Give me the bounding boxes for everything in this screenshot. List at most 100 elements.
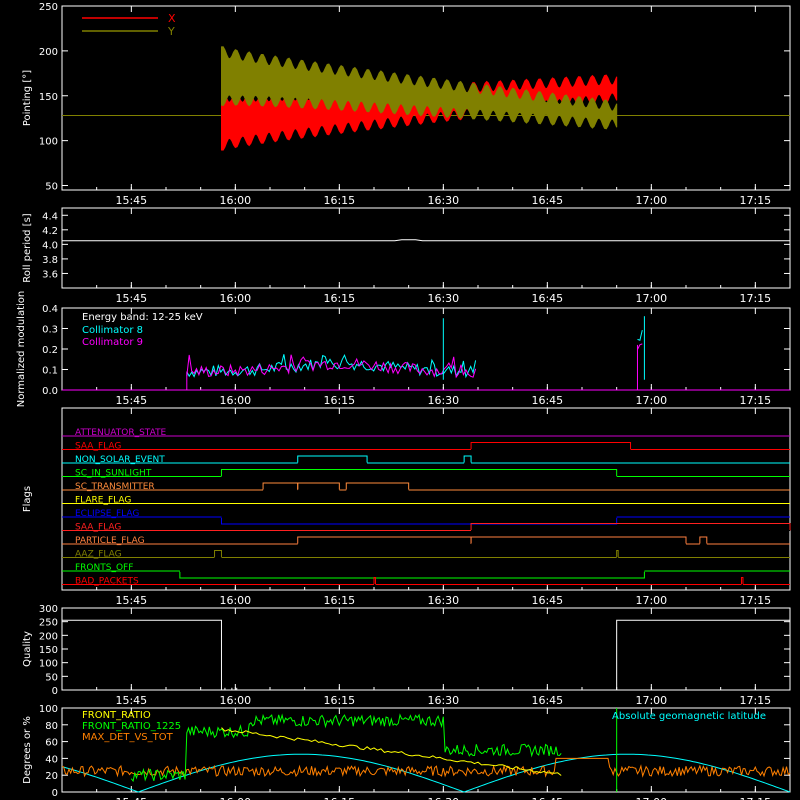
x-tick-label: 16:30 <box>427 292 459 305</box>
legend-label-y: Y <box>167 25 175 38</box>
y-axis-label: Flags <box>22 486 33 512</box>
x-tick-label: 16:30 <box>427 594 459 607</box>
x-tick-label: 16:45 <box>531 796 563 800</box>
x-tick-label: 15:45 <box>115 796 147 800</box>
y-tick-label: 150 <box>39 92 58 103</box>
x-tick-label: 17:00 <box>635 694 667 707</box>
y-tick-label: 60 <box>45 738 58 749</box>
flag-step <box>699 536 708 544</box>
x-tick-label: 16:45 <box>531 292 563 305</box>
flag-step <box>470 523 791 531</box>
y-tick-label: 0.4 <box>42 304 58 315</box>
flag-label: FRONTS_OFF <box>75 563 133 573</box>
y-tick-label: 200 <box>39 631 58 642</box>
x-tick-label: 16:15 <box>323 394 355 407</box>
flag-step <box>297 455 368 463</box>
panel-4: 15:45 16:00 16:15 16:30 16:45 17:00 17:15 Quali… <box>22 604 791 707</box>
x-tick-label: 16:45 <box>531 394 563 407</box>
flag-label: PARTICLE_FLAG <box>75 536 145 546</box>
y-tick-label: 150 <box>39 645 58 656</box>
panel-frame <box>61 707 791 793</box>
legend-label-collimator-8: Collimator 8 <box>82 325 143 336</box>
y-tick-label: 4.0 <box>42 240 58 251</box>
x-tick-label: 15:45 <box>115 292 147 305</box>
y-axis-label: Quality <box>22 631 33 667</box>
x-tick-label: 16:00 <box>219 694 251 707</box>
x-tick-label: 17:15 <box>739 394 771 407</box>
flag-label: AAZ_FLAG <box>75 550 122 560</box>
panels: 15:45 16:00 16:15 16:30 16:45 17:00 17:15 Point… <box>16 2 791 800</box>
x-tick-label: 16:30 <box>427 694 459 707</box>
panel-3: 15:45 16:00 16:15 16:30 16:45 17:00 17:15 Flags… <box>22 407 791 607</box>
y-tick-label: 3.8 <box>42 255 58 266</box>
x-tick-label: 16:00 <box>219 796 251 800</box>
flag-label: SC_TRANSMITTER <box>75 482 155 492</box>
flag-label: SAA_FLAG <box>75 442 121 452</box>
panel-2: 15:45 16:00 16:15 16:30 16:45 17:00 17:15 Norma… <box>16 291 791 407</box>
y-tick-label: 250 <box>39 2 58 13</box>
modulation-series-1 <box>186 354 477 379</box>
flag-step <box>373 577 376 585</box>
panel-5: 15:45 16:00 16:15 16:30 16:45 17:00 17:15 Degre… <box>22 704 791 800</box>
panel-0: 15:45 16:00 16:15 16:30 16:45 17:00 17:15 Point… <box>22 2 791 207</box>
flag-step <box>345 482 410 490</box>
y-tick-label: 250 <box>39 618 58 629</box>
x-tick-label: 17:00 <box>635 394 667 407</box>
x-tick-label: 17:00 <box>635 594 667 607</box>
y-tick-label: 0 <box>52 686 58 697</box>
x-tick-label: 17:15 <box>739 796 771 800</box>
flag-step <box>470 536 687 544</box>
flag-gap <box>179 570 645 572</box>
flag-step <box>220 517 618 525</box>
x-tick-label: 17:00 <box>635 796 667 800</box>
flag-step <box>463 455 472 463</box>
x-tick-label: 16:45 <box>531 694 563 707</box>
y-tick-label: 50 <box>45 672 58 683</box>
max-det-vs-tot-line <box>61 757 791 778</box>
x-tick-label: 17:00 <box>635 194 667 207</box>
panel-1: 15:45 16:00 16:15 16:30 16:45 17:00 17:15 Roll … <box>22 207 791 305</box>
y-tick-label: 0.0 <box>42 386 58 397</box>
legend-label: FRONT_RATIO <box>82 710 151 721</box>
front-ratio-line <box>221 727 562 776</box>
x-tick-label: 15:45 <box>115 594 147 607</box>
y-axis-label: Roll period [s] <box>22 213 33 282</box>
geomagnetic-latitude-label: Absolute geomagnetic latitude <box>612 711 766 722</box>
y-tick-label: 100 <box>39 704 58 715</box>
legend-label-collimator-9: Collimator 9 <box>82 337 143 348</box>
y-tick-label: 0.1 <box>42 366 58 377</box>
flag-label: BAD_PACKETS <box>75 577 139 587</box>
legend-label-x: X <box>168 12 176 25</box>
y-tick-label: 4.2 <box>42 226 58 237</box>
flag-step <box>616 550 619 558</box>
flag-label: SAA_FLAG <box>75 523 121 533</box>
flag-step <box>220 469 618 477</box>
x-tick-label: 16:15 <box>323 594 355 607</box>
panel-frame <box>61 407 791 591</box>
pointing-series-y <box>221 46 618 130</box>
x-tick-label: 15:45 <box>115 694 147 707</box>
modulation-series-0 <box>186 353 477 379</box>
x-tick-label: 15:45 <box>115 194 147 207</box>
x-tick-label: 16:30 <box>427 796 459 800</box>
flag-gap <box>221 516 617 518</box>
x-tick-label: 16:15 <box>323 292 355 305</box>
flag-step <box>740 577 744 585</box>
x-tick-label: 16:00 <box>219 292 251 305</box>
modulation-series-1 <box>637 343 643 350</box>
x-tick-label: 16:15 <box>323 694 355 707</box>
y-tick-label: 40 <box>45 754 58 765</box>
x-tick-label: 16:00 <box>219 194 251 207</box>
y-tick-label: 0 <box>52 788 58 799</box>
x-tick-label: 15:45 <box>115 394 147 407</box>
y-tick-label: 100 <box>39 659 58 670</box>
flag-step <box>214 550 222 558</box>
flag-step <box>297 536 472 544</box>
flag-step <box>297 482 340 490</box>
y-tick-label: 50 <box>45 182 58 193</box>
x-tick-label: 16:45 <box>531 194 563 207</box>
y-tick-label: 0.2 <box>42 345 58 356</box>
x-tick-label: 16:00 <box>219 394 251 407</box>
x-tick-label: 16:00 <box>219 594 251 607</box>
